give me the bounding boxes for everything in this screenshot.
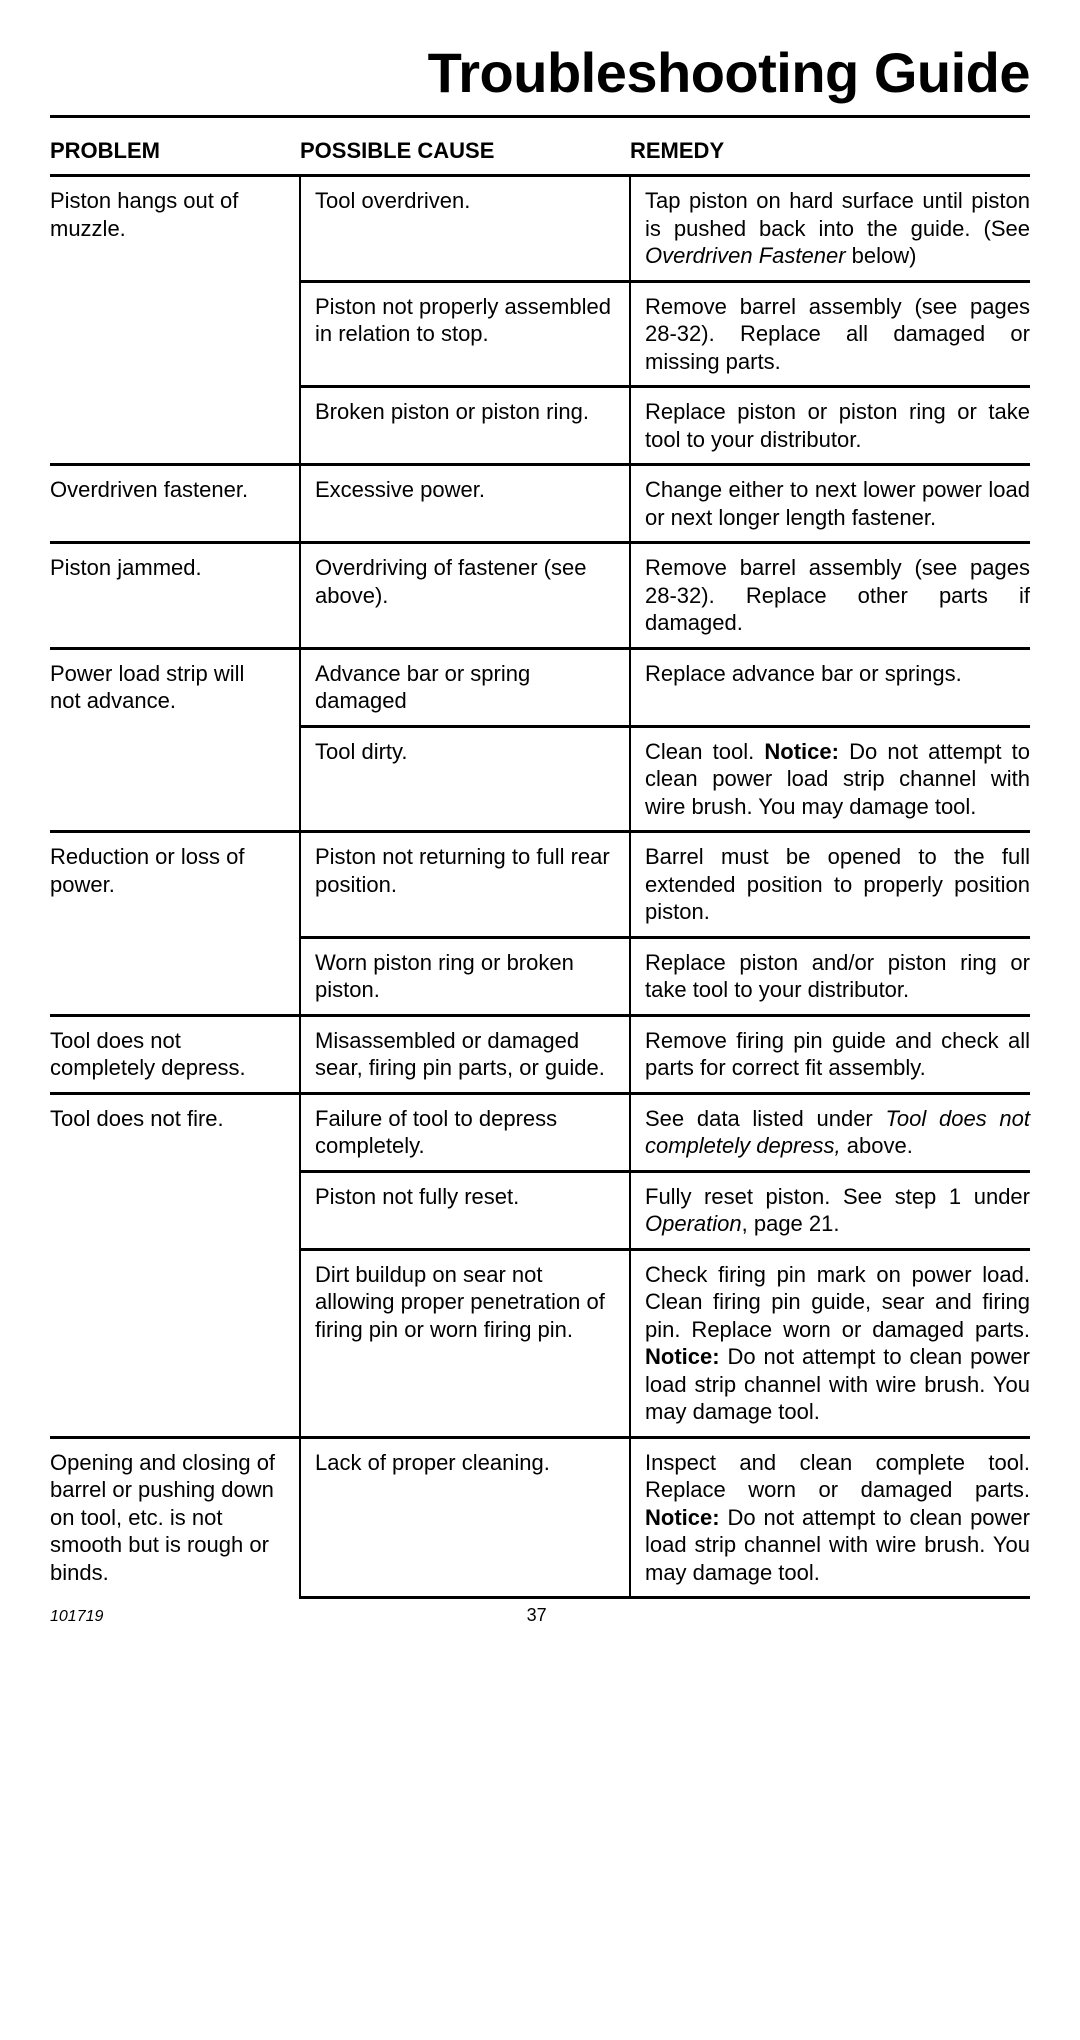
remedy-cell: Clean tool. Notice: Do not attempt to cl…: [630, 726, 1030, 832]
cause-cell: Advance bar or spring damaged: [300, 648, 630, 726]
cause-cell: Overdriving of fastener (see above).: [300, 543, 630, 649]
cause-cell: Worn piston ring or broken piston.: [300, 937, 630, 1015]
remedy-cell: Replace advance bar or springs.: [630, 648, 1030, 726]
cause-cell: Piston not fully reset.: [300, 1171, 630, 1249]
remedy-cell: Barrel must be opened to the full extend…: [630, 832, 1030, 938]
remedy-cell: Check firing pin mark on power load. Cle…: [630, 1249, 1030, 1437]
table-row: Reduction or loss of power.Piston not re…: [50, 832, 1030, 938]
cause-cell: Misassembled or damaged sear, firing pin…: [300, 1015, 630, 1093]
table-row: Piston jammed.Overdriving of fastener (s…: [50, 543, 1030, 649]
remedy-cell: See data listed under Tool does not comp…: [630, 1093, 1030, 1171]
cause-cell: Broken piston or piston ring.: [300, 387, 630, 465]
remedy-cell: Replace piston and/or piston ring or tak…: [630, 937, 1030, 1015]
cause-cell: Tool overdriven.: [300, 176, 630, 282]
table-row: Opening and clos­ing of barrel or pushin…: [50, 1437, 1030, 1598]
cause-cell: Dirt buildup on sear not allowing proper…: [300, 1249, 630, 1437]
problem-cell: Tool does not completely depress.: [50, 1015, 300, 1093]
problem-cell: Reduction or loss of power.: [50, 832, 300, 1016]
cause-cell: Failure of tool to depress completely.: [300, 1093, 630, 1171]
remedy-cell: Inspect and clean complete tool. Replace…: [630, 1437, 1030, 1598]
page-number: 37: [103, 1605, 970, 1626]
column-header-problem: PROBLEM: [50, 124, 300, 176]
cause-cell: Piston not returning to full rear positi…: [300, 832, 630, 938]
problem-cell: Tool does not fire.: [50, 1093, 300, 1437]
table-row: Tool does not fire.Failure of tool to de…: [50, 1093, 1030, 1171]
column-header-cause: POSSIBLE CAUSE: [300, 124, 630, 176]
remedy-cell: Tap piston on hard surface until piston …: [630, 176, 1030, 282]
table-row: Power load strip will not advance.Advanc…: [50, 648, 1030, 726]
troubleshooting-table: PROBLEM POSSIBLE CAUSE REMEDY Piston han…: [50, 124, 1030, 1599]
problem-cell: Piston jammed.: [50, 543, 300, 649]
remedy-cell: Remove firing pin guide and check all pa…: [630, 1015, 1030, 1093]
table-header: PROBLEM POSSIBLE CAUSE REMEDY: [50, 124, 1030, 176]
table-row: Tool does not completely depress.Misasse…: [50, 1015, 1030, 1093]
column-header-remedy: REMEDY: [630, 124, 1030, 176]
cause-cell: Excessive power.: [300, 465, 630, 543]
title-rule: [50, 115, 1030, 118]
table-row: Overdriven fastener.Excessive power.Chan…: [50, 465, 1030, 543]
problem-cell: Overdriven fastener.: [50, 465, 300, 543]
remedy-cell: Remove barrel assembly (see pages 28-32)…: [630, 281, 1030, 387]
problem-cell: Opening and clos­ing of barrel or pushin…: [50, 1437, 300, 1598]
problem-cell: Piston hangs out of muzzle.: [50, 176, 300, 465]
cause-cell: Tool dirty.: [300, 726, 630, 832]
cause-cell: Lack of proper cleaning.: [300, 1437, 630, 1598]
remedy-cell: Fully reset piston. See step 1 under Ope…: [630, 1171, 1030, 1249]
document-id: 101719: [50, 1608, 103, 1626]
remedy-cell: Remove barrel assembly (see pages 28-32)…: [630, 543, 1030, 649]
remedy-cell: Replace piston or piston ring or take to…: [630, 387, 1030, 465]
page-title: Troubleshooting Guide: [50, 40, 1030, 105]
remedy-cell: Change either to next lower power load o…: [630, 465, 1030, 543]
table-row: Piston hangs out of muzzle.Tool overdriv…: [50, 176, 1030, 282]
page-footer: 101719 37: [50, 1605, 1030, 1626]
problem-cell: Power load strip will not advance.: [50, 648, 300, 832]
cause-cell: Piston not properly assembled in relatio…: [300, 281, 630, 387]
